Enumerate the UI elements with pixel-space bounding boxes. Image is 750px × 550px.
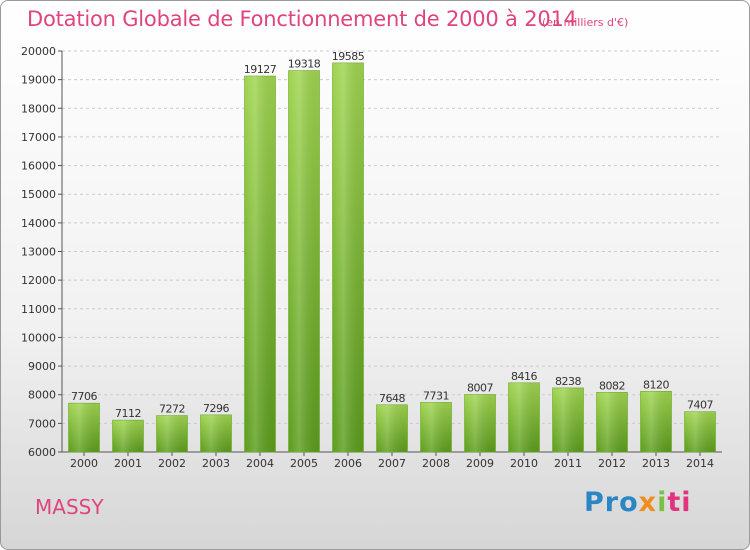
y-tick-label: 16000 (21, 160, 56, 173)
data-label: 8416 (511, 370, 537, 383)
y-tick-label: 7000 (28, 417, 56, 430)
x-tick-label: 2005 (290, 457, 318, 470)
y-tick-label: 6000 (28, 446, 56, 459)
data-label: 7706 (71, 390, 97, 403)
bar-shine (596, 392, 628, 452)
data-label: 19127 (244, 63, 277, 76)
bar-shine (112, 420, 144, 452)
logo-part: ti (667, 487, 692, 518)
data-label: 7296 (203, 402, 229, 415)
data-label: 7648 (379, 392, 405, 405)
bar-shine (420, 402, 452, 452)
y-tick-label: 17000 (21, 131, 56, 144)
bar-shine (552, 387, 584, 452)
bar-shine (68, 403, 100, 452)
x-tick-label: 2006 (334, 457, 362, 470)
bar-shine (376, 404, 408, 452)
proxiti-logo: Proxiti (584, 487, 692, 518)
x-tick-label: 2008 (422, 457, 450, 470)
bar-shine (288, 70, 320, 453)
data-label: 8007 (467, 382, 493, 395)
x-tick-label: 2002 (158, 457, 186, 470)
data-label: 8120 (643, 378, 669, 391)
logo-part: i (657, 487, 668, 518)
data-label: 19585 (332, 50, 365, 63)
bar-shine (464, 394, 496, 452)
data-label: 19318 (288, 58, 321, 71)
data-label: 8082 (599, 379, 625, 392)
x-tick-label: 2004 (246, 457, 274, 470)
bar-shine (332, 62, 364, 453)
y-tick-label: 18000 (21, 102, 56, 115)
y-tick-label: 13000 (21, 246, 56, 259)
x-tick-label: 2000 (70, 457, 98, 470)
x-tick-label: 2010 (510, 457, 538, 470)
y-tick-label: 12000 (21, 274, 56, 287)
labels: 6000 7000 8000 9000 10000 11000 12000 13000 1400… (21, 45, 714, 470)
data-label: 7272 (159, 403, 185, 416)
y-tick-label: 14000 (21, 217, 56, 230)
x-tick-label: 2013 (642, 457, 670, 470)
chart-unit: (en milliers d'€) (542, 16, 629, 29)
bar-shine (156, 415, 188, 452)
y-tick-label: 20000 (21, 45, 56, 58)
bar-shine (684, 411, 716, 452)
city-name: MASSY (35, 495, 104, 519)
bars (68, 62, 716, 453)
y-tick-label: 8000 (28, 389, 56, 402)
logo-part: Pro (584, 487, 639, 518)
data-label: 8238 (555, 375, 581, 388)
x-tick-label: 2009 (466, 457, 494, 470)
bar-shine (640, 391, 672, 452)
y-tick-label: 9000 (28, 360, 56, 373)
y-tick-label: 10000 (21, 331, 56, 344)
x-tick-label: 2011 (554, 457, 582, 470)
bar-shine (244, 76, 276, 452)
data-label: 7731 (423, 389, 449, 402)
x-tick-label: 2012 (598, 457, 626, 470)
x-tick-label: 2007 (378, 457, 406, 470)
logo-part: x (638, 487, 658, 518)
bar-shine (200, 414, 232, 452)
data-label: 7112 (115, 407, 141, 420)
x-tick-label: 2014 (686, 457, 714, 470)
x-tick-label: 2001 (114, 457, 142, 470)
bar-shine (508, 382, 540, 452)
data-label: 7407 (687, 399, 713, 412)
x-tick-label: 2003 (202, 457, 230, 470)
chart-title: Dotation Globale de Fonctionnement de 20… (27, 7, 577, 31)
y-tick-label: 15000 (21, 188, 56, 201)
y-tick-label: 19000 (21, 74, 56, 87)
y-tick-label: 11000 (21, 303, 56, 316)
